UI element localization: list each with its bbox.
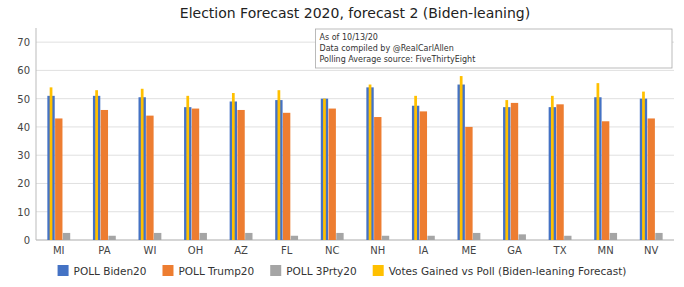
bar	[519, 234, 526, 240]
bar	[63, 233, 70, 240]
legend-item: Votes Gained vs Poll (Biden-leaning Fore…	[373, 265, 627, 277]
x-tick-label: PA	[98, 245, 110, 256]
y-axis-line	[36, 28, 37, 240]
bar	[108, 236, 115, 240]
grid-line	[36, 240, 674, 241]
y-tick-label: 70	[17, 37, 30, 48]
bar	[278, 90, 281, 240]
bar	[556, 104, 563, 240]
bar	[610, 233, 617, 240]
legend-swatch	[373, 265, 384, 276]
chart: Election Forecast 2020, forecast 2 (Bide…	[0, 0, 684, 287]
grid-line	[36, 211, 674, 212]
legend-label: POLL 3Prty20	[286, 265, 356, 277]
bar	[597, 83, 600, 240]
y-tick-label: 10	[17, 207, 30, 218]
y-tick-label: 0	[24, 235, 30, 246]
bar	[602, 121, 609, 240]
legend-swatch	[270, 265, 281, 276]
y-tick-label: 30	[17, 150, 30, 161]
bar	[200, 233, 207, 240]
bar	[460, 76, 463, 240]
bar	[101, 110, 108, 240]
legend-label: Votes Gained vs Poll (Biden-leaning Fore…	[389, 265, 627, 277]
bar	[414, 96, 417, 240]
legend-item: POLL 3Prty20	[270, 265, 356, 277]
legend: POLL Biden20 POLL Trump20 POLL 3Prty20 Vote…	[58, 265, 627, 277]
annotation: As of 10/13/20 Data compiled by @RealCarl…	[316, 29, 672, 68]
bar	[642, 92, 645, 240]
bar	[146, 116, 153, 240]
bar	[336, 233, 343, 240]
legend-swatch	[58, 265, 69, 276]
x-tick-label: MN	[598, 245, 614, 256]
y-tick-label: 50	[17, 94, 30, 105]
grid-line	[36, 70, 674, 71]
bar	[237, 110, 244, 240]
legend-label: POLL Trump20	[178, 265, 254, 277]
grid-line	[36, 126, 674, 127]
x-tick-label: NH	[370, 245, 385, 256]
bar	[551, 96, 554, 240]
x-tick-label: OH	[188, 245, 203, 256]
bar	[648, 118, 655, 240]
x-axis-line	[36, 240, 674, 241]
bar	[55, 118, 62, 240]
bar	[420, 111, 427, 240]
grid-line	[36, 98, 674, 99]
annotation-text: As of 10/13/20 Data compiled by @RealCarl…	[320, 33, 476, 64]
bar	[186, 96, 189, 240]
bar	[192, 109, 199, 240]
bar	[511, 103, 518, 240]
x-tick-label: TX	[553, 245, 567, 256]
legend-item: POLL Biden20	[58, 265, 147, 277]
x-tick-label: GA	[507, 245, 522, 256]
bar	[655, 233, 662, 240]
grid	[36, 42, 674, 240]
x-tick-label: FL	[281, 245, 293, 256]
x-tick-label: NV	[644, 245, 658, 256]
bar	[154, 233, 161, 240]
bar	[427, 236, 434, 240]
bars	[47, 76, 662, 240]
bar	[321, 99, 328, 240]
bar	[141, 89, 144, 240]
bar	[382, 236, 389, 240]
annotation-line: Data compiled by @RealCarlAllen	[320, 44, 454, 53]
bar	[329, 109, 336, 240]
x-tick-label: AZ	[234, 245, 248, 256]
grid-line	[36, 183, 674, 184]
bar	[473, 233, 480, 240]
bar	[465, 127, 472, 240]
x-tick-label: ME	[461, 245, 476, 256]
bar	[323, 99, 326, 240]
x-tick-label: IA	[418, 245, 428, 256]
y-tick-label: 60	[17, 65, 30, 76]
x-tick-label: NC	[325, 245, 339, 256]
bar	[95, 90, 98, 240]
y-tick-label: 20	[17, 178, 30, 189]
bar	[232, 93, 235, 240]
bar	[505, 100, 508, 240]
bar	[291, 236, 298, 240]
bar	[50, 87, 53, 240]
bar	[564, 236, 571, 240]
annotation-box	[316, 29, 672, 68]
legend-swatch	[162, 265, 173, 276]
x-tick-label: MI	[53, 245, 65, 256]
legend-label: POLL Biden20	[74, 265, 147, 277]
annotation-line: Polling Average source: FiveThirtyEight	[320, 55, 476, 64]
bar	[369, 85, 372, 240]
bar	[374, 117, 381, 240]
y-tick-label: 40	[17, 122, 30, 133]
x-tick-label: WI	[144, 245, 157, 256]
bar	[245, 233, 252, 240]
legend-item: POLL Trump20	[162, 265, 254, 277]
bar	[283, 113, 290, 240]
annotation-line: As of 10/13/20	[320, 33, 378, 42]
title: Election Forecast 2020, forecast 2 (Bide…	[180, 5, 530, 21]
grid-line	[36, 155, 674, 156]
